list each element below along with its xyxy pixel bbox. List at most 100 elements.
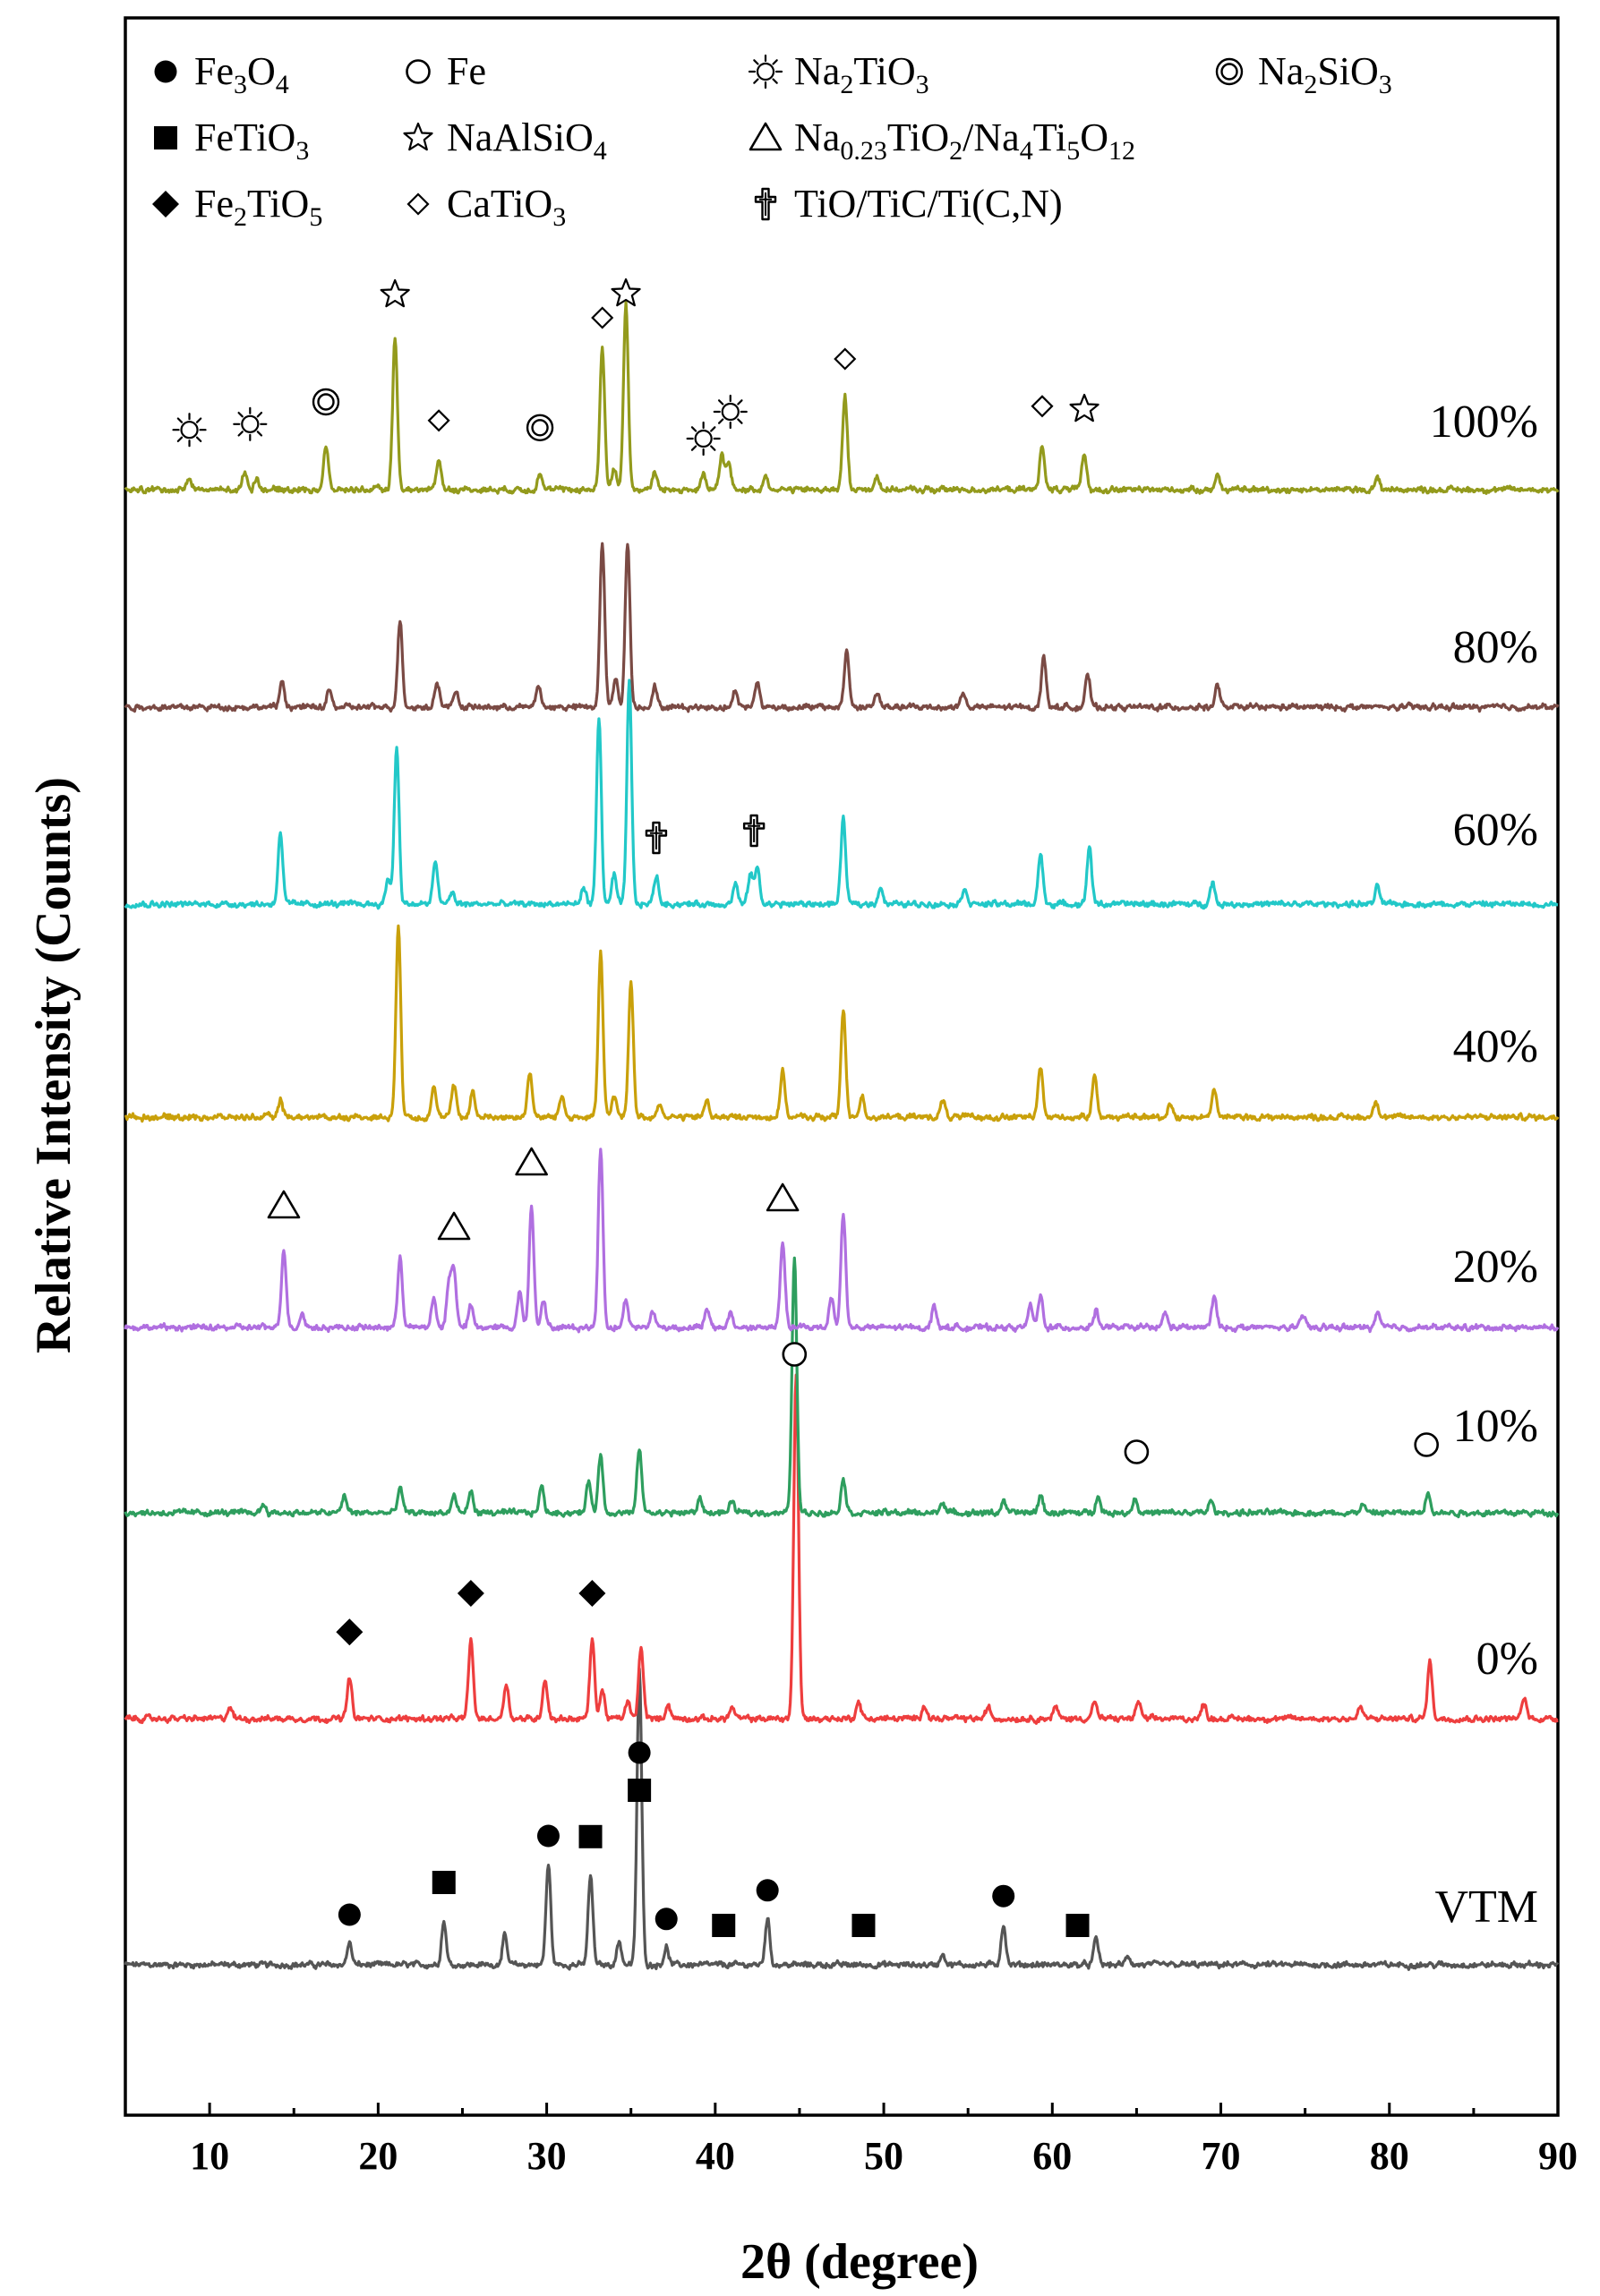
- series-line-0pct: [124, 1373, 1559, 1725]
- marker-open-diamond-100pct-23_6: [428, 409, 450, 431]
- marker-filled-diamond-0pct-18_3: [336, 1618, 364, 1646]
- series-line-vtm: [124, 1667, 1560, 1971]
- x-axis-title: 2θ (degree): [740, 2234, 979, 2290]
- legend-label-filled-circle: Fe3O4: [194, 49, 289, 99]
- marker-filled-circle-vtm-57_1: [992, 1884, 1015, 1908]
- marker-open-diamond-100pct-47_7: [834, 347, 856, 371]
- plot-frame: [124, 16, 1560, 2117]
- marker-filled-square-vtm-40_5: [712, 1914, 736, 1937]
- x-tick-label-50: 50: [864, 2134, 903, 2178]
- x-tick-label-30: 30: [527, 2134, 567, 2178]
- legend-marker-filled-diamond: [152, 191, 179, 218]
- marker-filled-circle-vtm-35_5: [628, 1741, 651, 1764]
- phase-marker-layer: [172, 277, 1439, 1937]
- x-tick-label-20: 20: [358, 2134, 398, 2178]
- marker-filled-square-vtm-32_6: [578, 1824, 603, 1848]
- marker-open-triangle-20pct-24_5: [437, 1211, 471, 1241]
- marker-filled-circle-vtm-18_3: [338, 1903, 361, 1926]
- marker-sun-100pct-12_4: [233, 406, 268, 441]
- legend-marker-filled-square: [154, 126, 177, 149]
- marker-open-circle-10pct-65: [1124, 1439, 1150, 1464]
- marker-open-diamond-100pct-33_3: [591, 306, 613, 329]
- series-line-20pct: [124, 1148, 1560, 1334]
- x-axis: 10 20 30 40 50 60 70 80 90: [124, 2103, 1578, 2178]
- legend-marker-filled-circle: [154, 60, 177, 83]
- legend-marker-open-circle: [406, 59, 431, 84]
- y-axis-title: Relative Intensity (Counts): [26, 777, 81, 1353]
- marker-filled-diamond-0pct-25_5: [457, 1580, 484, 1607]
- marker-open-triangle-20pct-29_1: [515, 1147, 548, 1176]
- marker-open-star-100pct-21: [380, 278, 410, 308]
- series-label-vtm: VTM: [1434, 1882, 1538, 1933]
- legend-label-open-circle: Fe: [447, 49, 486, 93]
- series-line-100pct: [124, 301, 1560, 495]
- series-line-40pct: [124, 924, 1560, 1123]
- marker-filled-square-vtm-35_5: [628, 1779, 652, 1802]
- marker-double-circle-100pct-29_6: [526, 414, 554, 441]
- series-label-layer: VTM 0% 10% 20% 40% 60% 80% 100%: [1430, 397, 1538, 1933]
- series-label-100pct: 100%: [1430, 397, 1538, 448]
- marker-sun-100pct-8_8: [172, 413, 207, 448]
- legend-entry-filled-circle: Fe3O4: [154, 49, 289, 99]
- marker-sun-100pct-40_9: [713, 394, 748, 430]
- series-label-20pct: 20%: [1453, 1242, 1538, 1293]
- marker-sun-100pct-39_3: [686, 421, 721, 457]
- legend-entry-filled-square: FeTiO3: [154, 115, 309, 166]
- marker-open-diamond-100pct-59_4: [1031, 395, 1054, 417]
- legend-label-filled-diamond: Fe2TiO5: [194, 182, 322, 232]
- series-layer: [124, 301, 1560, 1971]
- legend: Fe3O4 Fe Na2TiO3 Na2SiO3 FeTiO3 NaAlSiO4 Na0.2…: [152, 49, 1392, 232]
- legend-entry-sun: Na2TiO3: [748, 49, 929, 99]
- legend-marker-open-diamond: [406, 192, 430, 216]
- x-tick-label-60: 60: [1032, 2134, 1072, 2178]
- legend-label-open-star: NaAlSiO4: [447, 115, 607, 166]
- x-tick-label-70: 70: [1202, 2134, 1241, 2178]
- marker-open-circle-10pct-44_7: [782, 1342, 808, 1367]
- series-line-80pct: [124, 542, 1560, 713]
- legend-entry-open-diamond: CaTiO3: [406, 182, 566, 232]
- series-label-60pct: 60%: [1453, 805, 1538, 856]
- x-tick-label-40: 40: [696, 2134, 735, 2178]
- series-line-60pct: [124, 679, 1559, 910]
- legend-label-open-triangle: Na0.23TiO2/Na4Ti5O12: [794, 115, 1135, 166]
- legend-marker-open-triangle: [749, 122, 783, 151]
- legend-entry-cross: TiO/TiC/Ti(C,N): [754, 182, 1063, 226]
- marker-open-circle-10pct-82_2: [1414, 1432, 1439, 1457]
- marker-filled-circle-vtm-43_1: [756, 1879, 779, 1902]
- series-label-10pct: 10%: [1453, 1401, 1538, 1452]
- marker-double-circle-100pct-16_9: [312, 388, 340, 416]
- series-line-10pct: [124, 1256, 1560, 1519]
- series-label-80pct: 80%: [1453, 622, 1538, 673]
- legend-marker-sun: [748, 54, 783, 90]
- marker-filled-diamond-0pct-32_7: [578, 1580, 606, 1607]
- marker-filled-square-vtm-48_8: [851, 1914, 876, 1937]
- series-label-40pct: 40%: [1453, 1021, 1538, 1072]
- x-tick-label-80: 80: [1370, 2134, 1409, 2178]
- legend-label-open-diamond: CaTiO3: [447, 182, 566, 232]
- marker-open-triangle-20pct-44: [766, 1182, 800, 1212]
- legend-entry-double-circle: Na2SiO3: [1215, 49, 1392, 99]
- legend-label-cross: TiO/TiC/Ti(C,N): [794, 182, 1063, 226]
- legend-marker-open-star: [403, 122, 433, 151]
- marker-cross-60pct-42_3: [742, 814, 766, 848]
- legend-entry-open-star: NaAlSiO4: [403, 115, 607, 166]
- legend-label-sun: Na2TiO3: [794, 49, 929, 99]
- marker-open-triangle-20pct-14_4: [267, 1190, 301, 1219]
- legend-entry-filled-diamond: Fe2TiO5: [152, 182, 322, 232]
- marker-cross-60pct-36_5: [645, 821, 668, 855]
- marker-filled-square-vtm-23_9: [432, 1871, 456, 1894]
- legend-label-filled-square: FeTiO3: [194, 115, 309, 166]
- marker-open-star-100pct-61_9: [1069, 393, 1099, 422]
- legend-marker-cross: [754, 187, 777, 221]
- legend-entry-open-triangle: Na0.23TiO2/Na4Ti5O12: [749, 115, 1135, 166]
- marker-filled-circle-vtm-30_1: [536, 1824, 560, 1848]
- marker-filled-square-vtm-61_5: [1065, 1914, 1090, 1937]
- legend-entry-open-circle: Fe: [406, 49, 486, 93]
- legend-label-double-circle: Na2SiO3: [1258, 49, 1392, 99]
- x-tick-label-10: 10: [190, 2134, 229, 2178]
- series-label-0pct: 0%: [1476, 1634, 1538, 1685]
- marker-filled-circle-vtm-37_1: [655, 1908, 678, 1931]
- legend-marker-double-circle: [1215, 57, 1244, 86]
- x-tick-label-90: 90: [1538, 2134, 1578, 2178]
